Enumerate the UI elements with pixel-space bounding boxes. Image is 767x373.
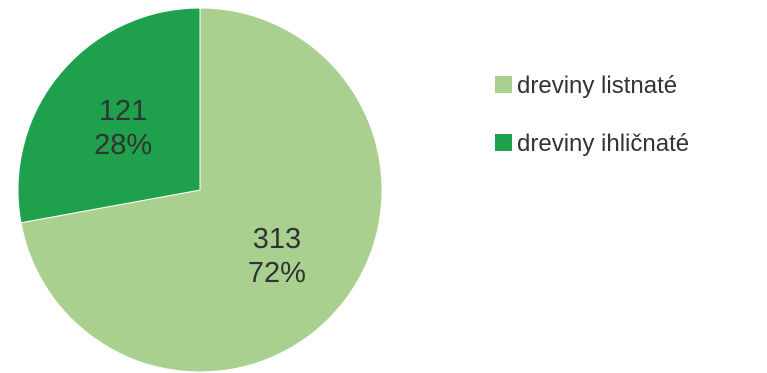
legend: dreviny listnaté dreviny ihličnaté [495,72,689,157]
slice-value-label-2: 121 [99,95,147,127]
pie-slice-1 [20,7,383,373]
legend-swatch-2 [495,134,512,151]
pie-slice-2 [17,7,201,224]
legend-label-2: dreviny ihličnaté [517,130,689,157]
pie-slices [17,7,383,373]
slice-percent-label-1: 72% [248,257,306,289]
slice-value-label-1: 313 [253,223,301,255]
slice-percent-label-2: 28% [94,129,152,161]
legend-label-1: dreviny listnaté [517,72,677,99]
legend-swatch-1 [495,76,512,93]
